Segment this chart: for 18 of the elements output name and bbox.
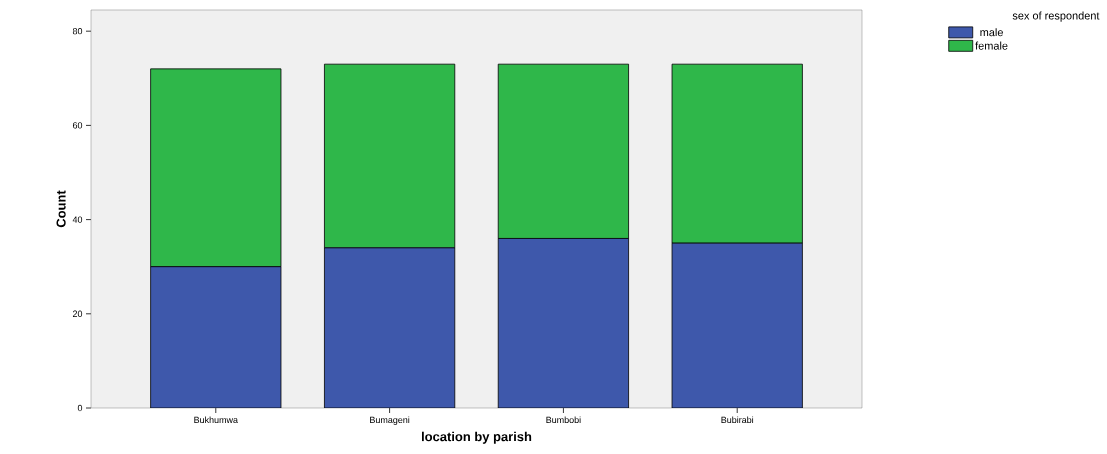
bar	[324, 247, 456, 408]
legend-label: male	[980, 28, 1003, 37]
x-tick-label: Bumageni	[370, 416, 410, 425]
y-tick-label: 0	[77, 404, 83, 412]
x-axis-title: location by parish	[422, 431, 532, 444]
bar	[498, 238, 629, 408]
y-tick-label: 60	[72, 122, 83, 129]
y-tick-label: 20	[72, 310, 83, 317]
x-tick-label: Bumbobi	[546, 416, 581, 424]
y-tick-label: 80	[72, 28, 83, 35]
y-tick-label: 40	[72, 216, 83, 223]
legend-label: female	[975, 41, 1008, 50]
bar	[150, 266, 282, 408]
y-axis-title: Count	[56, 190, 66, 228]
x-tick-label: Bubirabi	[721, 416, 754, 424]
legend-title: sex of respondent	[1012, 11, 1100, 22]
x-tick-label: Bukhumwa	[194, 416, 238, 424]
bar	[671, 242, 803, 408]
